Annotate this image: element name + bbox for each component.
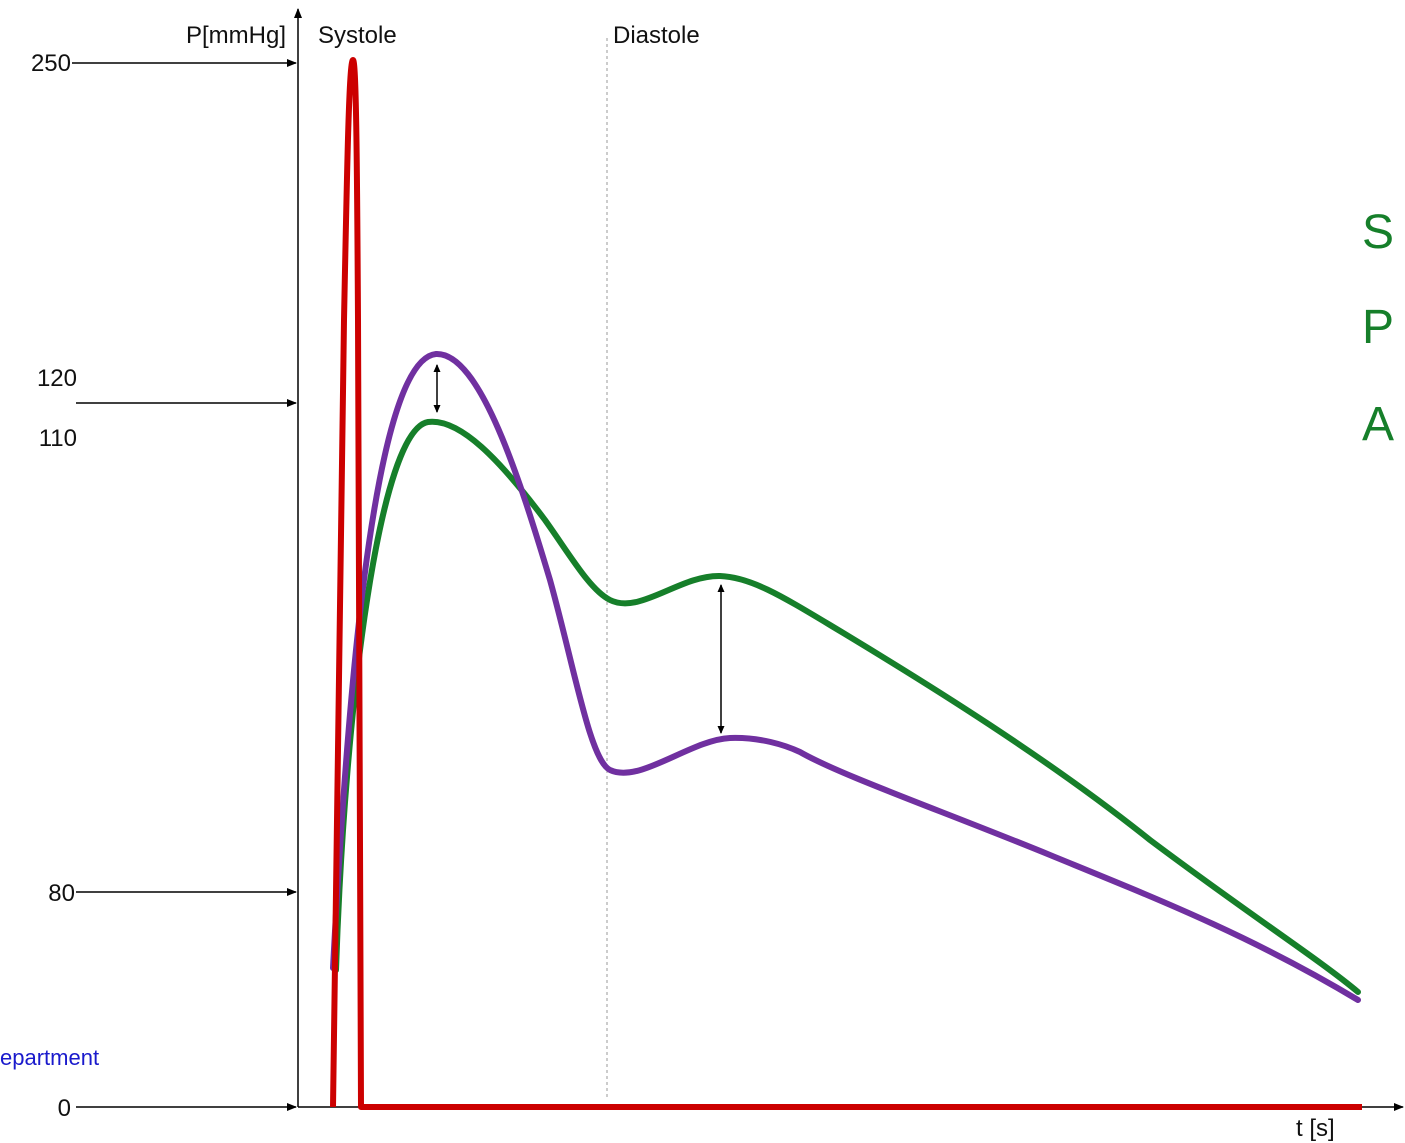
x-axis-label: t [s] xyxy=(1296,1115,1335,1142)
diastole-label: Diastole xyxy=(613,22,700,49)
tick-label-0: 0 xyxy=(58,1095,71,1122)
series-green-curve xyxy=(333,418,1361,995)
tick-label-110: 110 xyxy=(39,425,77,452)
compartment-label: epartment xyxy=(0,1045,99,1070)
y-axis-label: P[mmHg] xyxy=(186,22,286,49)
systole-label: Systole xyxy=(318,22,397,49)
tick-label-250: 250 xyxy=(31,50,71,77)
side-letter-p: P xyxy=(1362,301,1394,354)
tick-label-120: 120 xyxy=(37,365,77,392)
side-letter-s: S xyxy=(1362,206,1394,259)
side-letter-a: A xyxy=(1362,398,1394,451)
tick-label-80: 80 xyxy=(48,880,75,907)
series-red-curve xyxy=(330,57,1362,1110)
series-purple-curve xyxy=(330,350,1361,1003)
